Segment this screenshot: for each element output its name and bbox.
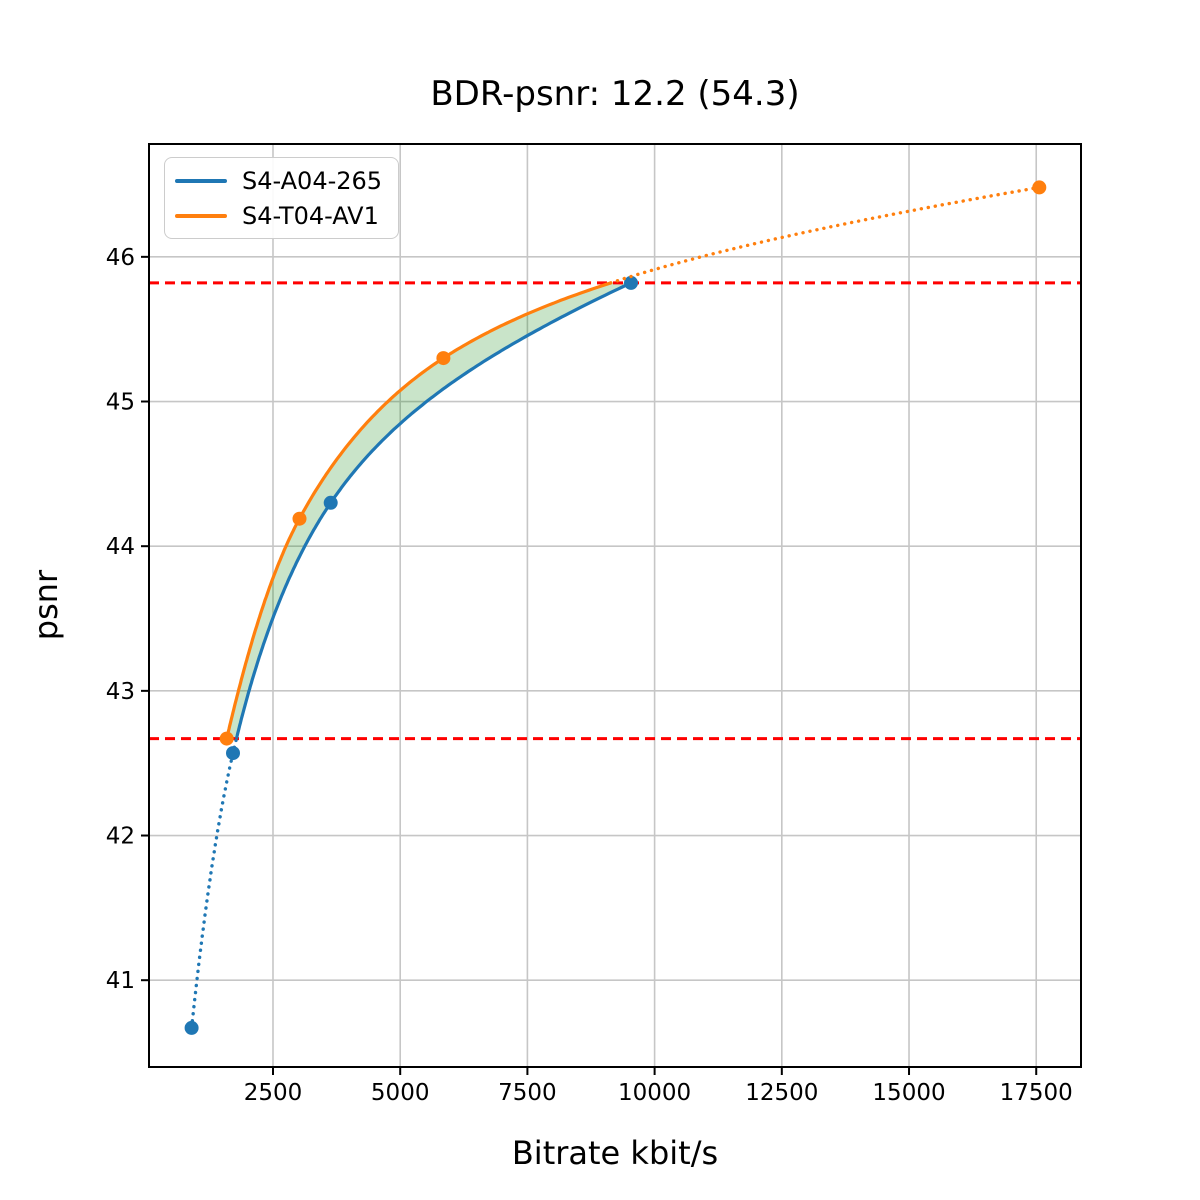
x-tick-label: 15000 bbox=[872, 1080, 945, 1106]
series-solid-curve bbox=[234, 281, 632, 740]
x-axis-label: Bitrate kbit/s bbox=[511, 1134, 719, 1172]
axis-ticks-and-labels: 2500 5000 7500 10000 12500 15000 17500 41 42 43 44… bbox=[106, 245, 1073, 1106]
x-tick-label: 2500 bbox=[244, 1080, 303, 1106]
series-S4-A04-265 bbox=[184, 275, 638, 1035]
x-tick-label: 10000 bbox=[618, 1080, 691, 1106]
series-dotted-extrapolation bbox=[609, 185, 1041, 285]
data-point-marker bbox=[184, 1020, 199, 1035]
data-point-marker bbox=[1032, 180, 1047, 195]
y-axis-label: psnr bbox=[27, 569, 65, 641]
x-tick-label: 12500 bbox=[745, 1080, 818, 1106]
y-tick-label: 44 bbox=[106, 534, 135, 560]
legend: S4-A04-265 S4-T04-AV1 bbox=[164, 157, 400, 239]
y-tick-label: 46 bbox=[106, 245, 135, 271]
data-point-marker bbox=[292, 511, 307, 526]
data-point-marker bbox=[323, 495, 338, 510]
bd-overlap-fill-region bbox=[226, 282, 631, 739]
series-solid-curve bbox=[225, 281, 612, 739]
data-point-marker bbox=[226, 746, 240, 761]
y-tick-label: 45 bbox=[106, 390, 135, 416]
y-tick-label: 43 bbox=[106, 679, 135, 705]
series-S4-T04-AV1 bbox=[219, 180, 1047, 746]
x-tick-label: 7500 bbox=[498, 1080, 557, 1106]
data-point-marker bbox=[219, 731, 234, 746]
series-dotted-extrapolation bbox=[189, 736, 239, 1030]
y-tick-label: 41 bbox=[106, 968, 135, 994]
legend-line-swatch bbox=[175, 178, 227, 183]
x-tick-label: 5000 bbox=[371, 1080, 430, 1106]
legend-label: S4-T04-AV1 bbox=[242, 201, 379, 230]
legend-item: S4-A04-265 bbox=[175, 163, 382, 198]
chart-title: BDR-psnr: 12.2 (54.3) bbox=[430, 74, 800, 114]
legend-line-swatch bbox=[175, 213, 227, 218]
plot-border bbox=[148, 143, 1082, 1068]
data-point-marker bbox=[436, 351, 451, 366]
x-tick-label: 17500 bbox=[1000, 1080, 1073, 1106]
y-tick-label: 42 bbox=[106, 824, 135, 850]
legend-label: S4-A04-265 bbox=[242, 166, 383, 195]
data-point-marker bbox=[624, 275, 638, 290]
legend-item: S4-T04-AV1 bbox=[175, 198, 382, 233]
